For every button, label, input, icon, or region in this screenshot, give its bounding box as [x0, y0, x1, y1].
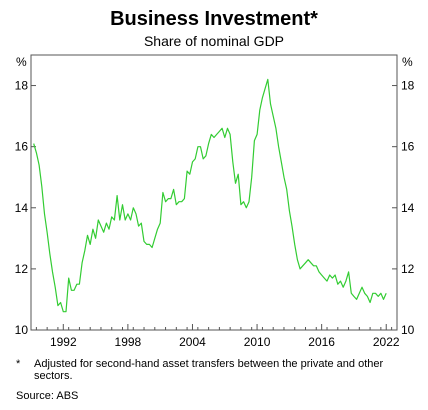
- y-unit-left: %: [16, 55, 27, 69]
- y-tick-label-left: 10: [15, 323, 29, 337]
- chart-title: Business Investment*: [110, 8, 318, 30]
- y-tick-label-left: 12: [15, 262, 29, 276]
- source-text: Source: ABS: [16, 390, 79, 402]
- chart-subtitle: Share of nominal GDP: [143, 33, 285, 49]
- x-tick-label: 1998: [115, 335, 142, 349]
- axis-ticks: 10 10 12 12 14 14 16 16 18 18 1992 1998 2004 2010 2016…: [15, 79, 415, 349]
- plot-frame: [30, 54, 398, 331]
- y-unit-right: %: [402, 55, 413, 69]
- y-tick-label-left: 18: [15, 79, 29, 93]
- x-tick-label: 2010: [244, 335, 271, 349]
- footnote-text: Adjusted for second-hand asset transfers…: [34, 358, 384, 382]
- x-tick-label: 2004: [179, 335, 206, 349]
- business-investment-line: [33, 78, 387, 313]
- x-tick-label: 1992: [50, 335, 77, 349]
- y-tick-label-left: 14: [15, 201, 29, 215]
- y-tick-label-right: 10: [401, 323, 415, 337]
- x-tick-label: 2016: [308, 335, 335, 349]
- footnote-mark: *: [16, 358, 21, 370]
- y-tick-label-right: 14: [401, 201, 415, 215]
- y-tick-label-right: 16: [401, 140, 415, 154]
- x-tick-label: 2022: [373, 335, 400, 349]
- y-tick-label-right: 12: [401, 262, 415, 276]
- y-tick-label-right: 18: [401, 79, 415, 93]
- y-tick-label-left: 16: [15, 140, 29, 154]
